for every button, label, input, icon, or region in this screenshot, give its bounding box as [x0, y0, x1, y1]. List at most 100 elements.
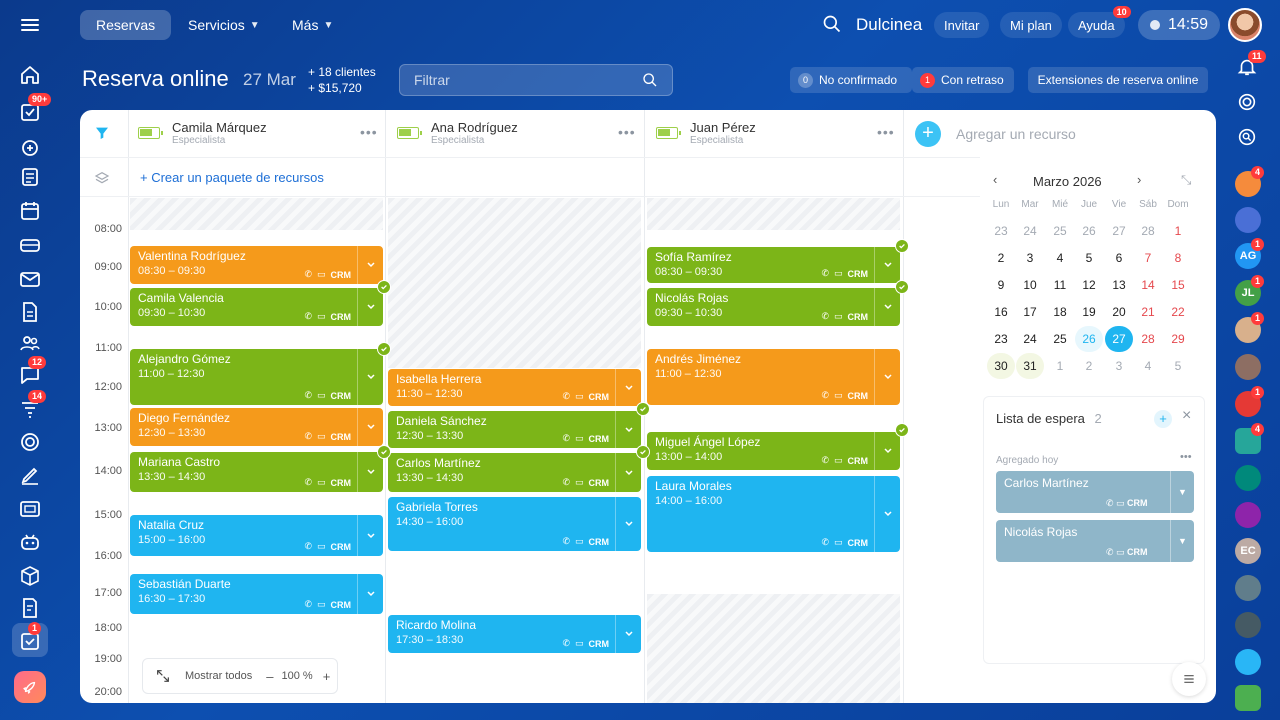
document-icon[interactable] [18, 165, 42, 189]
contact-icons[interactable]: ✆ ▭ CRM [562, 536, 609, 547]
tab-reservas[interactable]: Reservas [80, 10, 172, 40]
crm-label[interactable]: CRM [330, 599, 352, 610]
mail-icon[interactable] [18, 267, 42, 291]
message-icon[interactable]: ▭ [316, 541, 326, 551]
box-icon[interactable] [18, 564, 42, 588]
file-icon[interactable] [18, 300, 42, 324]
chevron-down-icon[interactable] [615, 369, 641, 406]
message-icon[interactable]: ▭ [574, 433, 584, 443]
calendar-day[interactable]: 24 [1023, 332, 1037, 346]
chevron-down-icon[interactable] [357, 574, 383, 614]
tasks-icon[interactable]: 90+ [18, 93, 52, 124]
more-icon[interactable]: ••• [877, 124, 895, 140]
calendar-day[interactable]: 2 [1085, 359, 1093, 373]
add-resource-icon[interactable]: + [915, 121, 941, 147]
calendar-day[interactable]: 4 [1056, 251, 1064, 265]
phone-icon[interactable]: ✆ [821, 390, 829, 400]
crm-label[interactable]: CRM [588, 433, 610, 444]
crm-contact-icons[interactable]: ✆ ▭ CRM [1106, 498, 1148, 508]
appointment-card[interactable]: Gabriela Torres 14:30 – 16:00 ✆ ▭ CRM [388, 497, 641, 551]
message-icon[interactable]: ▭ [574, 536, 584, 546]
contact-icons[interactable]: ✆ ▭ CRM [821, 268, 868, 279]
chevron-down-icon[interactable] [615, 497, 641, 551]
phone-icon[interactable]: ✆ [562, 638, 570, 648]
show-all-button[interactable]: Mostrar todos [185, 670, 253, 682]
calendar-day[interactable]: 31 [1016, 353, 1044, 379]
message-icon[interactable]: ▭ [316, 431, 326, 441]
chevron-down-icon[interactable] [615, 615, 641, 653]
phone-icon[interactable]: ✆ [821, 268, 829, 278]
contacts-icon[interactable] [18, 331, 42, 355]
chevron-down-icon[interactable] [357, 246, 383, 284]
calendar-day[interactable]: 13 [1112, 278, 1126, 292]
avatar-ag[interactable]: AG 1 [1235, 238, 1265, 269]
message-icon[interactable]: ▭ [574, 391, 584, 401]
bell-icon[interactable]: 11 [1236, 50, 1266, 78]
filter-funnel-icon[interactable] [94, 125, 110, 141]
contact-icons[interactable]: ✆ ▭ CRM [821, 537, 868, 548]
chevron-down-icon[interactable] [357, 288, 383, 326]
calendar-day[interactable]: 16 [994, 305, 1008, 319]
calendar-day[interactable]: 8 [1174, 251, 1182, 265]
contact-icons[interactable]: ✆ ▭ CRM [304, 477, 351, 488]
calendar-day[interactable]: 9 [997, 278, 1005, 292]
appointment-card[interactable]: Mariana Castro 13:30 – 14:30 ✆ ▭ CRM [130, 452, 383, 492]
sites-icon[interactable] [18, 497, 42, 521]
menu-icon[interactable] [18, 13, 42, 37]
calendar-day[interactable]: 28 [1141, 332, 1155, 346]
phone-icon[interactable]: ✆ [304, 477, 312, 487]
chevron-down-icon[interactable] [615, 411, 641, 448]
message-icon[interactable]: ▭ [574, 638, 584, 648]
resource-header-camila[interactable]: Camila Márquez Especialista [138, 110, 378, 156]
contact-icons[interactable]: ✆ ▭ CRM [821, 455, 868, 466]
calendar-day[interactable]: 14 [1141, 278, 1155, 292]
home-icon[interactable] [18, 63, 42, 87]
resource-header-ana[interactable]: Ana Rodríguez Especialista [397, 110, 637, 156]
calendar-day[interactable]: 29 [1171, 332, 1185, 346]
chevron-down-icon[interactable] [874, 432, 900, 470]
phone-icon[interactable]: ✆ [562, 433, 570, 443]
message-icon[interactable]: ▭ [316, 390, 326, 400]
person4-avatar[interactable] [1235, 612, 1261, 638]
map-avatar[interactable]: 4 [1235, 423, 1265, 454]
appointment-card[interactable]: Andrés Jiménez 11:00 – 12:30 ✆ ▭ CRM [647, 349, 900, 405]
appointment-card[interactable]: Daniela Sánchez 12:30 – 13:30 ✆ ▭ CRM [388, 411, 641, 448]
contact-icons[interactable]: ✆ ▭ CRM [562, 391, 609, 402]
plan-button[interactable]: Mi plan [1000, 12, 1062, 38]
tab-servicios[interactable]: Servicios ▼ [172, 10, 276, 40]
search-chat-icon[interactable] [1236, 126, 1258, 148]
message-icon[interactable]: ▭ [833, 537, 843, 547]
robot-icon[interactable] [18, 530, 42, 554]
chevron-down-icon[interactable] [357, 408, 383, 446]
phone-icon[interactable]: ✆ [304, 311, 312, 321]
calendar-day[interactable]: 3 [1115, 359, 1123, 373]
crm-label[interactable]: CRM [330, 431, 352, 442]
calendar-day[interactable]: 24 [1023, 224, 1037, 238]
phone-icon[interactable]: ✆ [562, 536, 570, 546]
calendar-day[interactable]: 25 [1053, 332, 1067, 346]
group-avatar[interactable] [1235, 207, 1261, 233]
calendar-day[interactable]: 28 [1141, 224, 1155, 238]
calendar-day[interactable]: 21 [1141, 305, 1155, 319]
storage-icon[interactable] [18, 233, 42, 257]
filter-icon[interactable]: 14 [18, 390, 47, 421]
crm-label[interactable]: CRM [588, 536, 610, 547]
more-icon[interactable]: ••• [618, 124, 636, 140]
chevron-left-icon[interactable]: ‹ [993, 172, 998, 187]
invite-button[interactable]: Invitar [934, 12, 990, 38]
delayed-filter[interactable]: 1 Con retraso [912, 67, 1014, 93]
chevron-down-icon[interactable] [874, 476, 900, 552]
appointment-card[interactable]: Camila Valencia 09:30 – 10:30 ✆ ▭ CRM [130, 288, 383, 326]
crm-label[interactable]: CRM [330, 477, 352, 488]
sign-icon[interactable] [18, 463, 42, 487]
person2-avatar[interactable] [1235, 354, 1261, 380]
message-icon[interactable]: ▭ [833, 268, 843, 278]
calendar-day[interactable]: 30 [987, 353, 1015, 379]
calendar-day[interactable]: 17 [1023, 305, 1037, 319]
whiteboard-icon[interactable] [1235, 685, 1261, 711]
message-icon[interactable]: ▭ [316, 477, 326, 487]
team-avatar[interactable]: 1 [1235, 386, 1265, 417]
calendar-day[interactable]: 5 [1174, 359, 1182, 373]
crm-label[interactable]: CRM [847, 390, 869, 401]
chat-bubble-icon[interactable] [1235, 649, 1261, 675]
